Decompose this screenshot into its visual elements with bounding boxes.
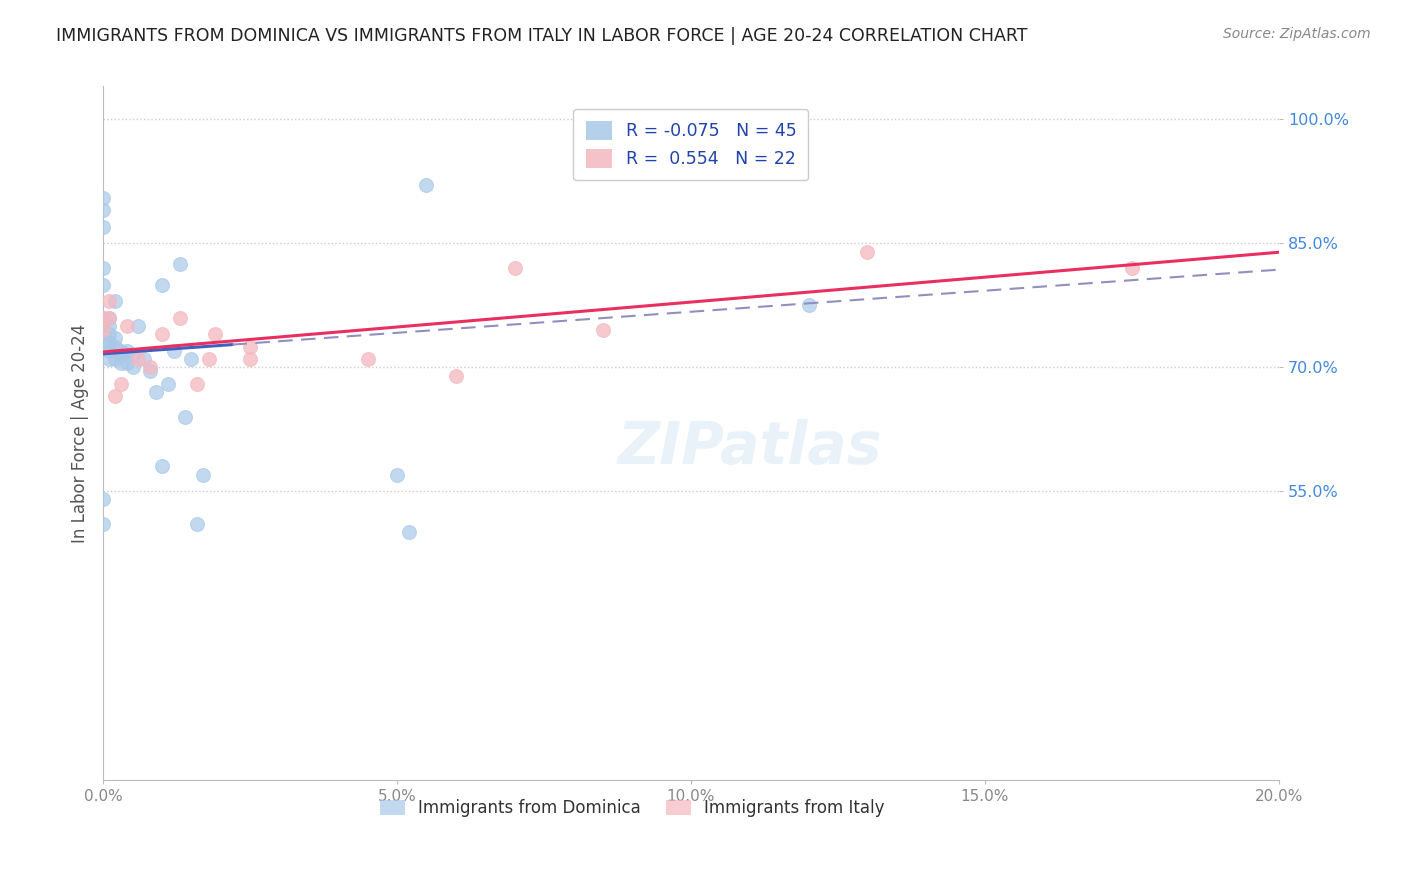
- Point: [186, 517, 208, 532]
- Point: [398, 525, 420, 540]
- Point: [592, 323, 614, 337]
- Point: [110, 356, 132, 370]
- Point: [110, 343, 132, 358]
- Point: [174, 409, 197, 424]
- Point: [98, 318, 121, 333]
- Point: [385, 467, 408, 482]
- Point: [91, 315, 114, 329]
- Point: [110, 376, 132, 391]
- Point: [198, 351, 221, 366]
- Point: [98, 327, 121, 342]
- Point: [239, 351, 262, 366]
- Text: IMMIGRANTS FROM DOMINICA VS IMMIGRANTS FROM ITALY IN LABOR FORCE | AGE 20-24 COR: IMMIGRANTS FROM DOMINICA VS IMMIGRANTS F…: [56, 27, 1028, 45]
- Point: [191, 467, 214, 482]
- Point: [163, 343, 186, 358]
- Point: [98, 351, 121, 366]
- Point: [91, 310, 114, 325]
- Text: Source: ZipAtlas.com: Source: ZipAtlas.com: [1223, 27, 1371, 41]
- Point: [444, 368, 467, 383]
- Y-axis label: In Labor Force | Age 20-24: In Labor Force | Age 20-24: [72, 324, 89, 543]
- Point: [91, 219, 114, 234]
- Point: [104, 331, 127, 345]
- Point: [180, 351, 202, 366]
- Point: [110, 348, 132, 362]
- Point: [204, 327, 226, 342]
- Point: [156, 376, 179, 391]
- Text: ZIPatlas: ZIPatlas: [617, 418, 882, 475]
- Legend: Immigrants from Dominica, Immigrants from Italy: Immigrants from Dominica, Immigrants fro…: [373, 793, 891, 824]
- Point: [115, 343, 138, 358]
- Point: [115, 356, 138, 370]
- Point: [91, 517, 114, 532]
- Point: [104, 340, 127, 354]
- Point: [503, 261, 526, 276]
- Point: [91, 323, 114, 337]
- Point: [356, 351, 378, 366]
- Point: [121, 360, 143, 375]
- Point: [98, 335, 121, 350]
- Point: [145, 384, 167, 399]
- Point: [415, 178, 437, 193]
- Point: [91, 492, 114, 507]
- Point: [98, 310, 121, 325]
- Point: [651, 137, 673, 152]
- Point: [856, 244, 879, 259]
- Point: [139, 360, 162, 375]
- Point: [115, 318, 138, 333]
- Point: [169, 310, 191, 325]
- Point: [91, 310, 114, 325]
- Point: [98, 343, 121, 358]
- Point: [169, 257, 191, 271]
- Point: [150, 459, 173, 474]
- Point: [1121, 261, 1143, 276]
- Point: [186, 376, 208, 391]
- Point: [139, 364, 162, 378]
- Point: [150, 277, 173, 292]
- Point: [91, 203, 114, 218]
- Point: [239, 340, 262, 354]
- Point: [91, 261, 114, 276]
- Point: [121, 348, 143, 362]
- Point: [134, 351, 156, 366]
- Point: [91, 335, 114, 350]
- Point: [98, 310, 121, 325]
- Point: [104, 294, 127, 309]
- Point: [127, 351, 149, 366]
- Point: [91, 277, 114, 292]
- Point: [91, 191, 114, 205]
- Point: [797, 298, 820, 312]
- Point: [150, 327, 173, 342]
- Point: [127, 318, 149, 333]
- Point: [104, 389, 127, 403]
- Point: [104, 351, 127, 366]
- Point: [98, 294, 121, 309]
